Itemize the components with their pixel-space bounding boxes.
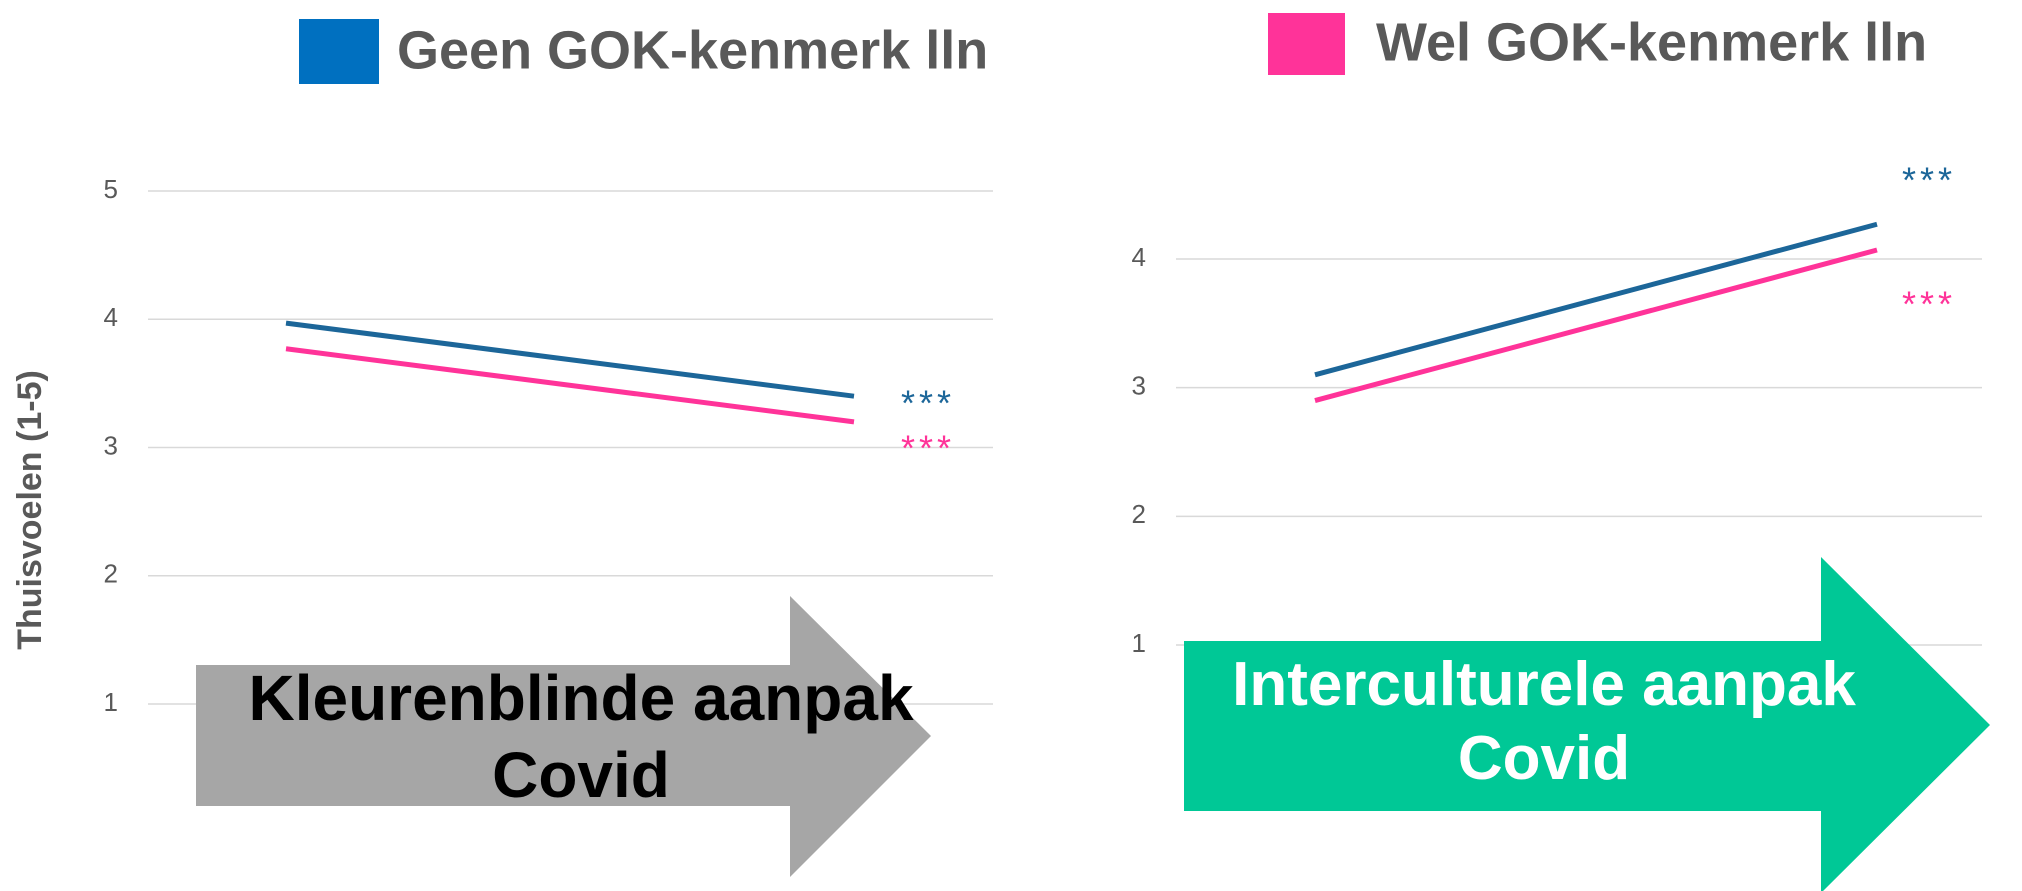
- arrow: [1184, 557, 1990, 891]
- y-tick-label: 3: [1132, 371, 1146, 401]
- y-axis-label: Thuisvoelen (1-5): [11, 370, 49, 650]
- y-tick-label: 3: [104, 430, 118, 460]
- significance: ***: [901, 428, 955, 469]
- y-tick-label: 2: [104, 559, 118, 589]
- line: [285, 320, 855, 399]
- line: [285, 346, 855, 425]
- y-tick-label: 1: [104, 687, 118, 717]
- legend-swatch: [299, 19, 379, 84]
- line: [1314, 221, 1878, 378]
- y-tick-label: 4: [104, 302, 118, 332]
- arrow-label: Interculturele aanpak Covid: [1232, 650, 1856, 794]
- significance: ***: [1902, 160, 1956, 201]
- significance: ***: [901, 383, 955, 424]
- arrow-label: Kleurenblinde aanpak Covid: [248, 662, 914, 811]
- y-tick-label: 1: [1132, 628, 1146, 658]
- arrow: [196, 596, 931, 877]
- y-tick-label: 2: [1132, 499, 1146, 529]
- significance: ***: [1902, 284, 1956, 325]
- legend-label: Wel GOK-kenmerk lln: [1376, 12, 1927, 72]
- y-tick-label: 5: [104, 174, 118, 204]
- legend-label: Geen GOK-kenmerk lln: [397, 20, 988, 80]
- legend-swatch: [1268, 13, 1345, 75]
- line: [1314, 247, 1878, 403]
- y-tick-label: 4: [1132, 242, 1146, 272]
